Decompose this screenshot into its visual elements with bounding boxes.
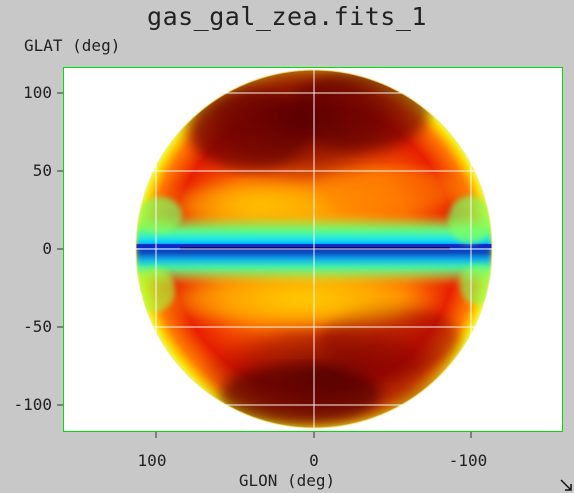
y-tick-label: -50 <box>23 317 52 336</box>
resize-grip-icon[interactable] <box>560 479 572 491</box>
y-tick-label: 100 <box>23 83 52 102</box>
x-tick-label: 0 <box>309 451 319 470</box>
y-tick-label: 50 <box>33 161 52 180</box>
y-tick-label: -100 <box>13 395 52 414</box>
y-tick-label: 0 <box>42 239 52 258</box>
x-tick-label: -100 <box>449 451 488 470</box>
x-tick-label: 100 <box>138 451 167 470</box>
